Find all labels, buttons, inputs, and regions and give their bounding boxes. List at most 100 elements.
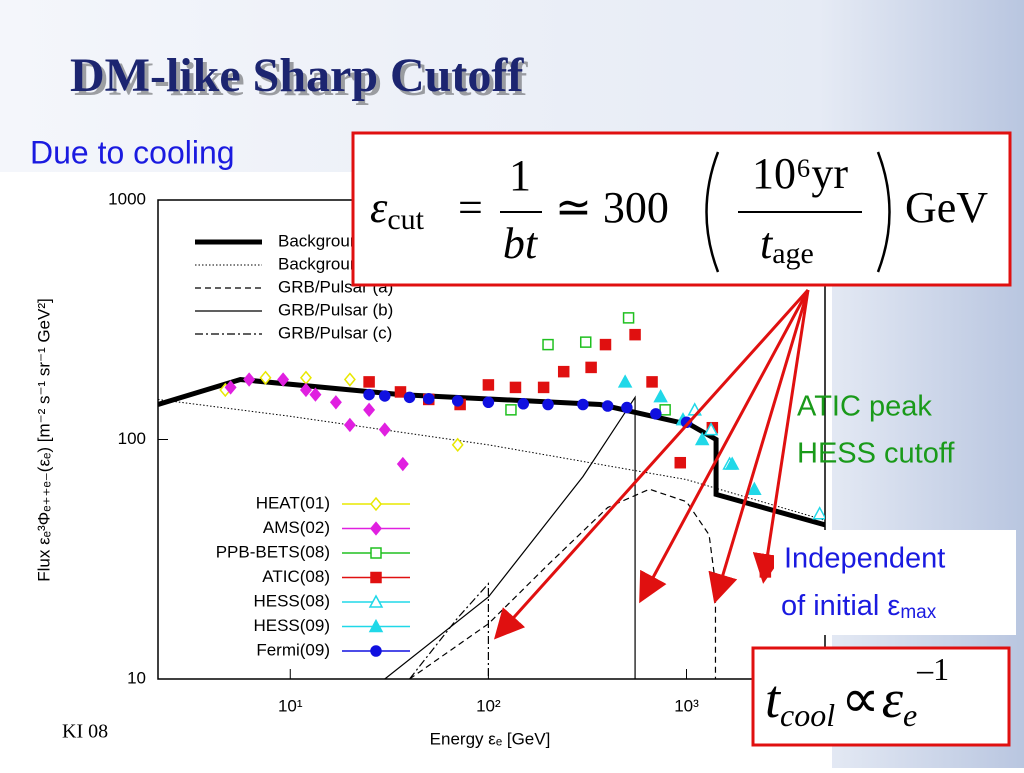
formula-part: tage [760, 219, 814, 270]
legend-label: PPB-BETS(08) [216, 542, 330, 561]
note-line: HESS cutoff [797, 438, 955, 470]
paren [876, 151, 891, 273]
legend-label: HEAT(01) [256, 493, 330, 512]
marker [343, 417, 356, 433]
formula-part: bt [503, 219, 539, 268]
marker [482, 396, 495, 409]
marker [343, 372, 356, 387]
formula-sym: ∝ [841, 669, 880, 729]
y-tick-label: 10 [127, 668, 146, 687]
legend-label: AMS(02) [263, 518, 330, 537]
formula-part: 1 [509, 151, 531, 200]
marker [585, 361, 597, 374]
marker [659, 404, 671, 416]
marker [505, 404, 517, 416]
formula-sub: age [772, 237, 814, 270]
marker [579, 336, 592, 348]
x-tick-label: 10¹ [278, 696, 303, 715]
marker [617, 374, 633, 388]
x-tick-label: 10³ [674, 696, 699, 715]
marker [650, 408, 662, 420]
marker [309, 387, 322, 402]
x-tick-label: 10² [476, 696, 501, 715]
formula-sub: e [903, 697, 917, 733]
plot-area [158, 312, 825, 679]
legend-label: Background [278, 231, 369, 250]
arrow [493, 288, 810, 640]
formula-part: GeV [905, 183, 988, 232]
marker [363, 388, 375, 401]
marker [363, 402, 376, 418]
y-axis-label: Flux εₑ³Φₑ₊₊ₑ₋(εₑ) [m⁻² s⁻¹ sr⁻¹ GeV²] [34, 298, 53, 581]
marker [379, 390, 391, 402]
legend-label: Background [278, 254, 369, 273]
marker [370, 496, 382, 512]
note-sub: max [900, 602, 936, 623]
marker [542, 338, 554, 351]
marker [622, 312, 635, 324]
marker [542, 398, 554, 411]
marker [812, 506, 825, 520]
formula-sym: t [760, 219, 774, 268]
marker [747, 481, 762, 495]
marker [243, 372, 256, 387]
marker [368, 618, 384, 633]
model-curve [384, 395, 636, 679]
legend-label: HESS(08) [253, 591, 330, 610]
marker [653, 389, 668, 403]
marker [451, 437, 464, 453]
marker [646, 376, 658, 388]
legend-label: Fermi(09) [256, 640, 330, 659]
formula-sym: ε [370, 183, 388, 232]
model-curve [409, 582, 489, 679]
marker [422, 392, 435, 405]
marker [703, 422, 719, 436]
marker [403, 391, 416, 404]
legend-label: GRB/Pulsar (c) [278, 323, 392, 342]
model-curve [409, 488, 717, 679]
note-line: ATIC peak [797, 391, 932, 423]
marker [509, 381, 522, 394]
cooling-box [751, 646, 1011, 747]
marker [370, 645, 382, 657]
marker [577, 398, 589, 411]
marker [537, 381, 550, 394]
y-tick-label: 1000 [108, 189, 146, 208]
arrow [752, 289, 810, 584]
marker [629, 328, 641, 341]
marker [363, 376, 375, 388]
marker [674, 456, 687, 469]
slide-title: DM-like Sharp Cutoff [70, 49, 524, 102]
marker [396, 456, 409, 472]
formula-part: = [458, 183, 483, 232]
arrow [708, 289, 810, 604]
marker [299, 382, 312, 398]
formula-sym: ε [882, 669, 904, 729]
marker [482, 379, 495, 391]
marker [394, 386, 407, 398]
marker [557, 365, 570, 378]
formula-sub: cool [780, 697, 835, 733]
marker [621, 401, 633, 414]
marker [378, 422, 391, 437]
legend-label: GRB/Pulsar (b) [278, 300, 393, 319]
marker [329, 395, 342, 410]
legend-label: ATIC(08) [262, 567, 330, 586]
marker [277, 372, 290, 387]
title-shadow: DM-like Sharp Cutoff [74, 53, 528, 106]
arrows [493, 288, 810, 640]
marker [517, 398, 530, 410]
note-line: Independent [784, 543, 945, 575]
marker [724, 456, 740, 470]
formula-sym: t [765, 669, 782, 729]
footer: KI 08 [62, 721, 108, 743]
cooling-formula: tcool ∝εe –1 [765, 651, 949, 733]
formula: εcut = 1 bt ≃ 300 10⁶yr tage GeV [370, 149, 988, 273]
formula-sub: cut [387, 203, 424, 236]
paren [705, 151, 720, 273]
marker [259, 370, 272, 385]
arrow [639, 289, 810, 604]
marker [370, 521, 382, 536]
marker [368, 594, 384, 608]
